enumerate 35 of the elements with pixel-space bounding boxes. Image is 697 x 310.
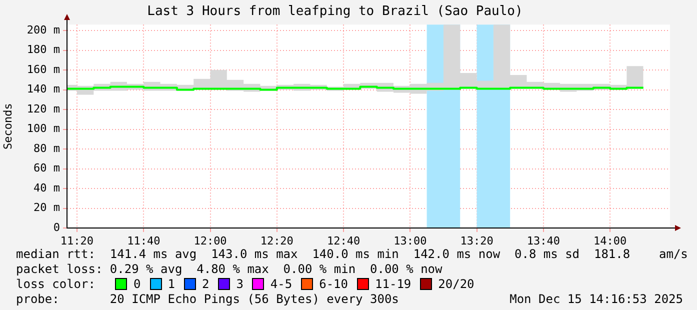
chart-title: Last 3 Hours from leafping to Brazil (Sao Paulo) xyxy=(147,4,523,20)
x-tick-label: 12:20 xyxy=(260,234,294,248)
x-tick-label: 11:20 xyxy=(60,234,94,248)
y-tick-label: 20 m xyxy=(34,201,60,214)
x-tick-label: 11:40 xyxy=(127,234,160,248)
y-tick-label: 140 m xyxy=(26,82,60,96)
legend-label: 2 xyxy=(202,277,210,291)
y-tick-label: 120 m xyxy=(26,102,60,116)
y-axis-title: Seconds xyxy=(1,103,14,150)
text: median rtt: 141.4 ms avg 143.0 ms max 140.0 ms min 142.0 ms now 0.8 ms sd 181.8 am/s xyxy=(16,247,688,261)
legend-label: 6-10 xyxy=(319,277,348,291)
legend-label: 1 xyxy=(168,277,175,291)
legend-title: loss color: xyxy=(16,277,96,291)
text: probe: 20 ICMP Echo Pings (56 Bytes) every 300s xyxy=(16,292,399,306)
y-tick-label: 0 xyxy=(53,220,60,234)
legend-label: 4-5 xyxy=(270,277,292,291)
legend-label: 20/20 xyxy=(438,277,474,291)
y-tick-label: 160 m xyxy=(26,62,60,76)
text: packet loss: 0.29 % avg 4.80 % max 0.00 % min 0.00 % now xyxy=(16,262,442,276)
y-tick-label: 40 m xyxy=(34,181,60,194)
x-tick-label: 12:00 xyxy=(194,234,227,248)
y-tick-label: 200 m xyxy=(26,23,60,36)
y-tick-label: 60 m xyxy=(34,162,60,175)
x-tick-label: 12:40 xyxy=(326,234,360,248)
text: Mon Dec 15 14:16:53 2025 xyxy=(510,292,683,306)
x-tick-label: 13:20 xyxy=(460,234,494,248)
x-tick-label: 13:40 xyxy=(526,234,560,248)
y-tick-label: 100 m xyxy=(26,122,60,136)
y-tick-label: 180 m xyxy=(26,43,60,56)
x-tick-label: 14:00 xyxy=(593,234,627,248)
legend-label: 11-19 xyxy=(375,277,412,291)
y-tick-label: 80 m xyxy=(34,142,60,155)
x-tick-label: 13:00 xyxy=(394,234,427,248)
legend-label: 3 xyxy=(236,277,244,291)
legend-label: 0 xyxy=(133,277,141,291)
